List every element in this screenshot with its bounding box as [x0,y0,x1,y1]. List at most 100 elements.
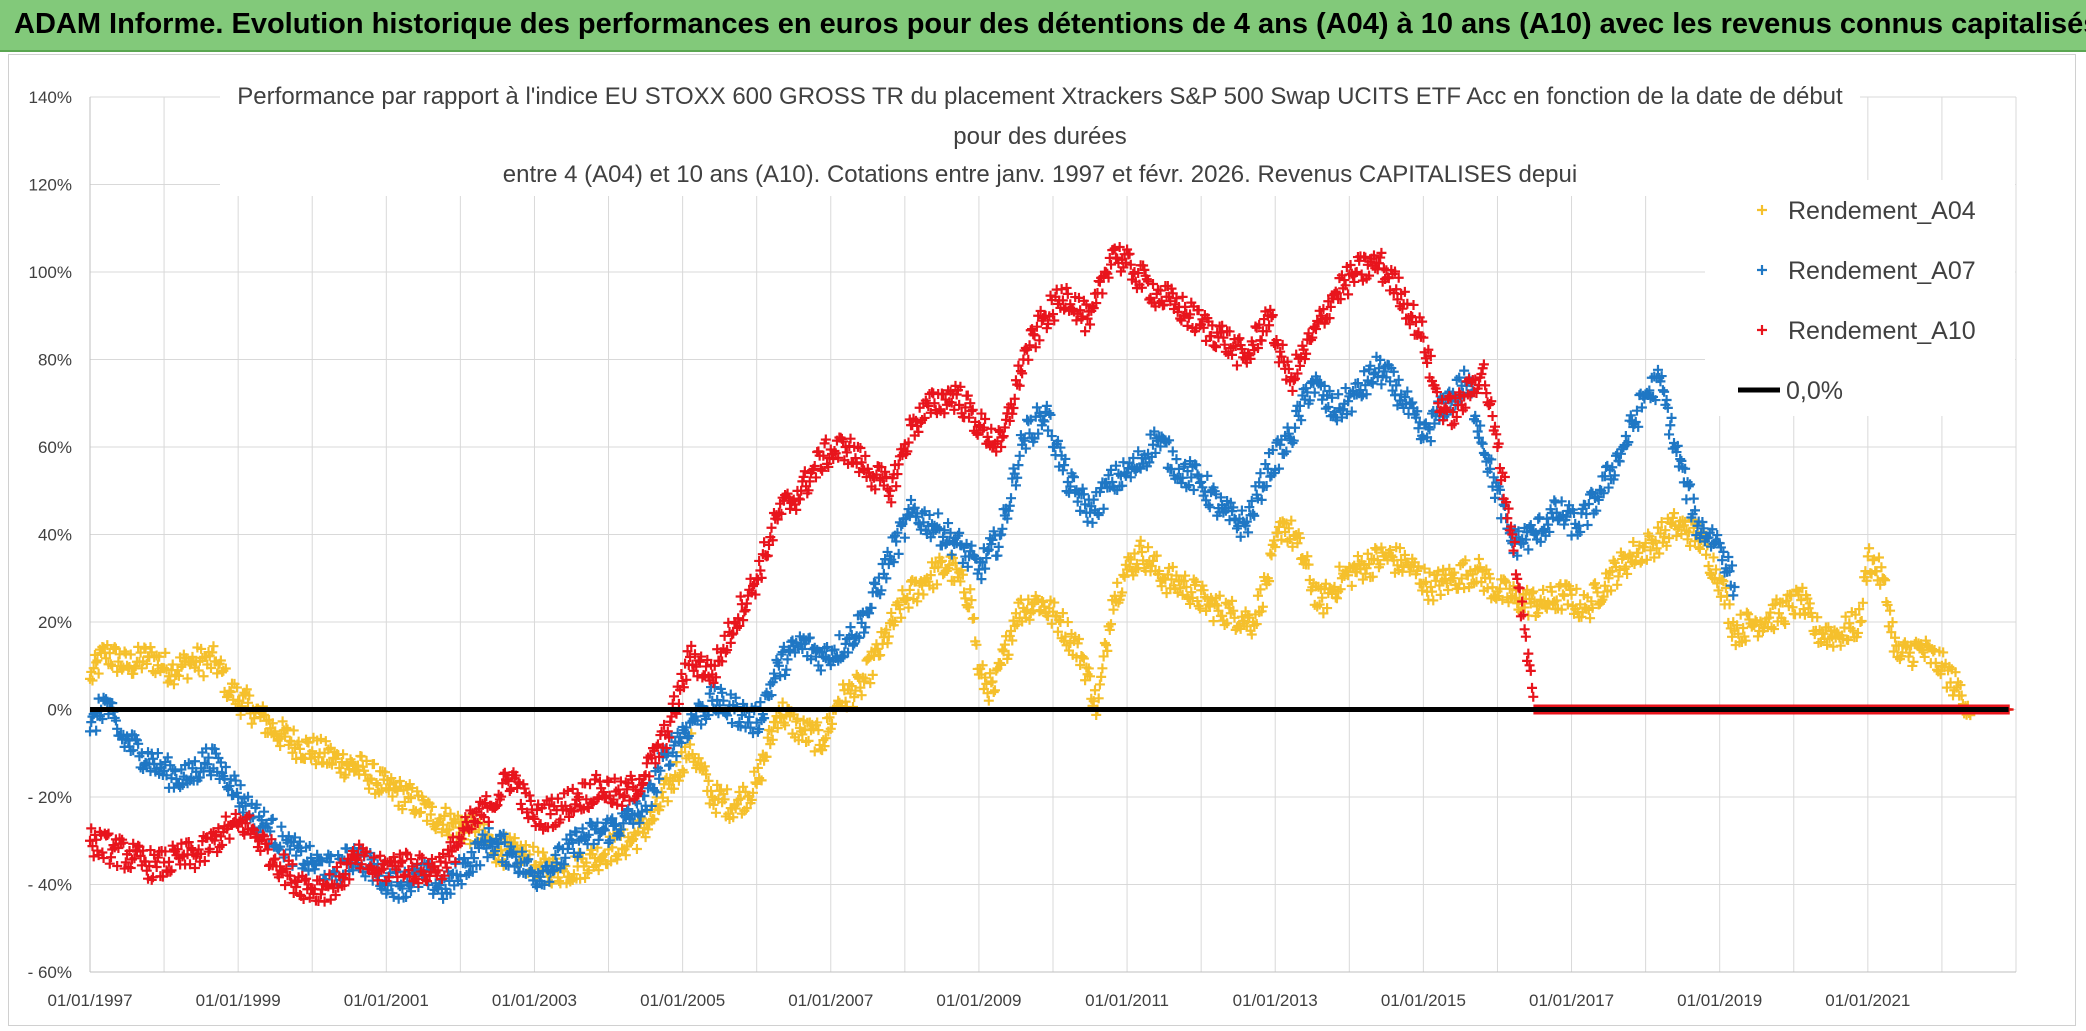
data-point [1904,647,1915,658]
data-point [833,452,844,463]
data-point [696,719,707,730]
data-point [708,799,719,810]
data-point [330,890,341,901]
data-point [1534,512,1545,523]
data-point [1193,471,1204,482]
x-tick-label: 01/01/2017 [1529,991,1614,1010]
data-point [997,432,1008,443]
data-point [1345,259,1356,270]
data-point [875,650,886,661]
data-point [1483,569,1494,580]
data-point [624,795,635,806]
data-point [1389,266,1400,277]
data-point [1288,435,1299,446]
data-point [1275,346,1286,357]
data-point [1530,528,1541,539]
data-point [1477,438,1488,449]
data-point [1609,470,1620,481]
data-point [906,495,917,506]
data-point [1812,612,1823,623]
data-point [1254,319,1265,330]
data-point [1743,609,1754,620]
data-point [893,548,904,559]
data-point [1082,313,1093,324]
data-point [372,875,383,886]
data-point [961,538,972,549]
data-point [1596,596,1607,607]
data-point [766,726,777,737]
data-point [1427,586,1438,597]
data-point [86,717,97,728]
data-point [1349,389,1360,400]
data-point [1392,560,1403,571]
data-point [1062,617,1073,628]
data-point [1478,448,1489,459]
data-point [792,713,803,724]
data-point [564,811,575,822]
data-point [881,624,892,635]
data-point [710,672,721,683]
data-point [1294,533,1305,544]
data-point [1077,311,1088,322]
data-point [1364,270,1375,281]
data-point [334,763,345,774]
data-point [97,847,108,858]
data-point [803,735,814,746]
data-point [506,841,517,852]
data-point [1697,517,1708,528]
data-point [1399,549,1410,560]
data-point [1661,394,1672,405]
data-point [313,752,324,763]
data-point [340,769,351,780]
data-point [1459,365,1470,376]
data-point [502,774,513,785]
data-point [1664,429,1675,440]
data-point [352,760,363,771]
data-point [249,825,260,836]
data-point [1128,570,1139,581]
data-point [1799,609,1810,620]
data-point [722,784,733,795]
data-point [177,851,188,862]
data-point [1024,340,1035,351]
data-point [528,811,539,822]
data-point [733,613,744,624]
data-point [1364,559,1375,570]
data-point [696,651,707,662]
data-point [1835,640,1846,651]
data-point [205,770,216,781]
data-point [1198,585,1209,596]
data-point [1294,360,1305,371]
data-point [1319,380,1330,391]
data-point [902,446,913,457]
data-point [710,807,721,818]
data-point [599,848,610,859]
data-point [524,849,535,860]
data-point [626,836,637,847]
data-point [955,381,966,392]
data-point [315,733,326,744]
data-point [178,771,189,782]
data-point [292,876,303,887]
data-point [1014,380,1025,391]
data-point [1919,651,1930,662]
data-point [935,557,946,568]
data-point [968,613,979,624]
x-tick-label: 01/01/1997 [47,991,132,1010]
data-point [1422,357,1433,368]
data-point [472,818,483,829]
data-point [719,794,730,805]
data-point [356,859,367,870]
data-point [654,773,665,784]
data-point [1120,257,1131,268]
data-point [1085,319,1096,330]
data-point [1675,454,1686,465]
data-point [1713,585,1724,596]
data-point [438,819,449,830]
data-point [754,555,765,566]
data-point [1192,596,1203,607]
data-point [1175,583,1186,594]
data-point [1385,376,1396,387]
data-point [872,643,883,654]
data-point [1708,552,1719,563]
